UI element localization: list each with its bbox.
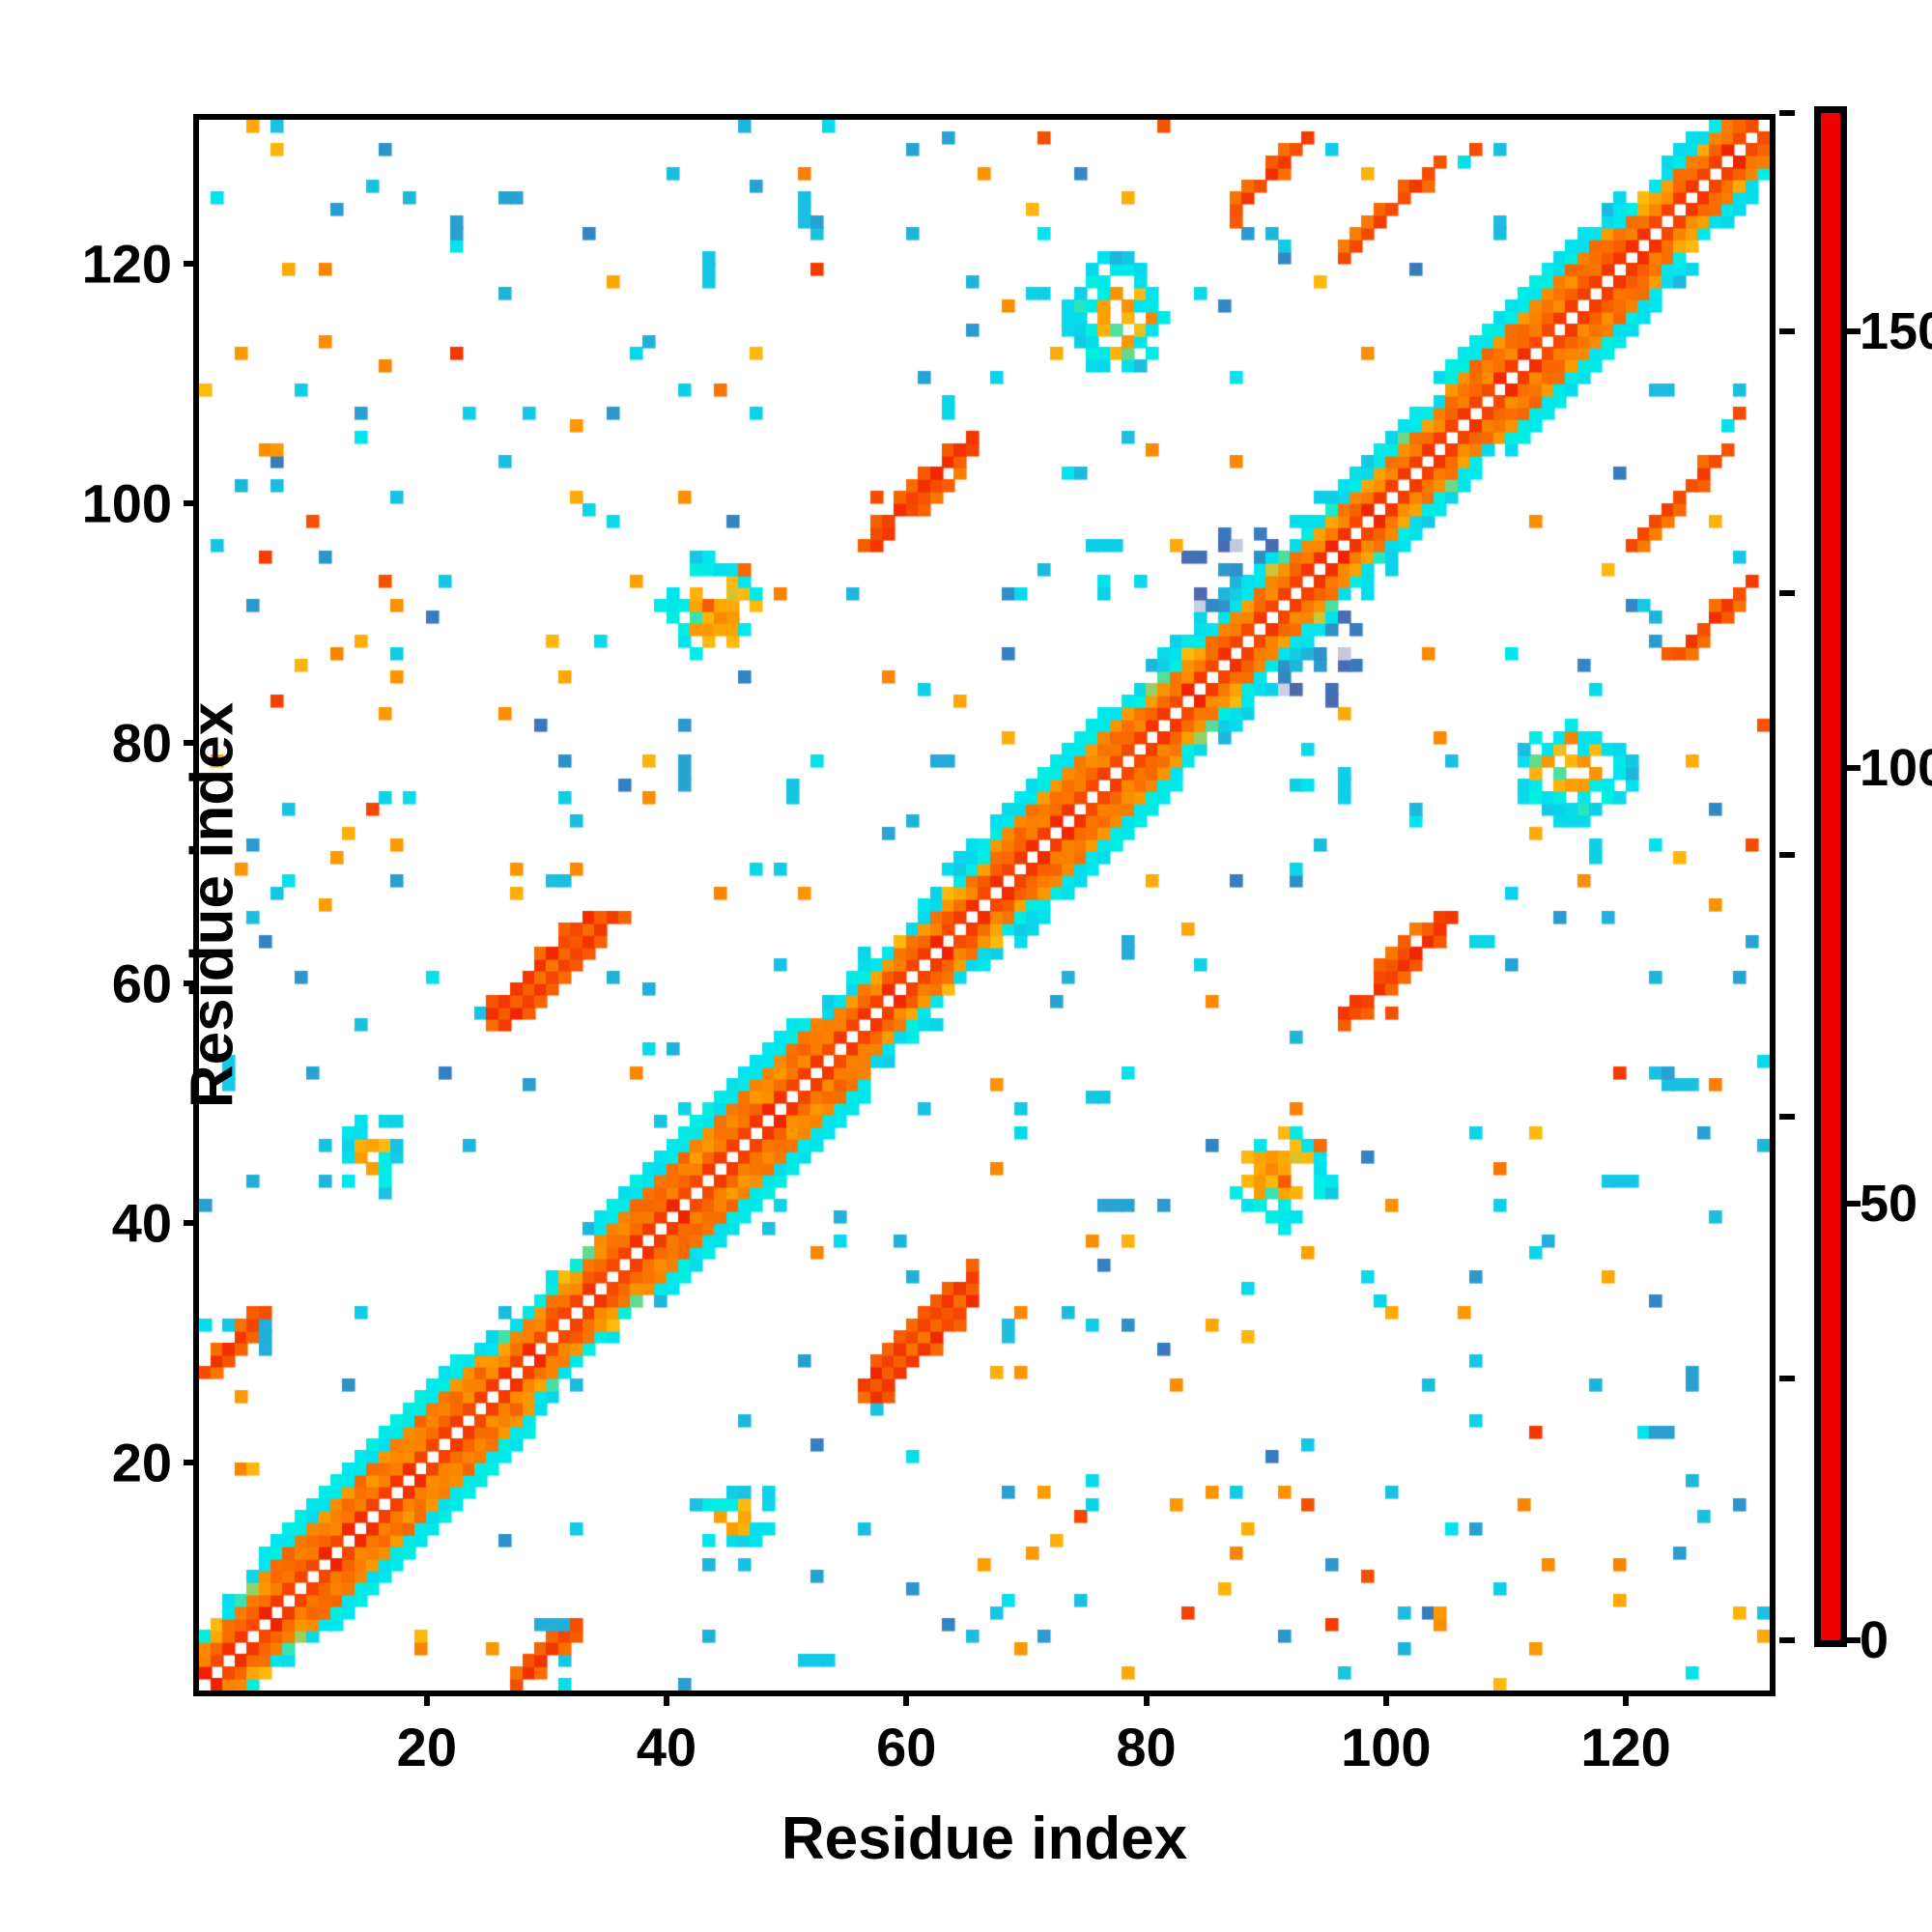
plot-right-minor-tick <box>1779 851 1795 858</box>
plot-right-minor-tick <box>1779 1637 1795 1643</box>
colorbar-tick-mark <box>1847 1201 1861 1208</box>
colorbar-tick-label: 100 <box>1860 738 1932 797</box>
colorbar-tick-label: 0 <box>1860 1611 1889 1669</box>
colorbar-tick-mark <box>1847 1637 1861 1643</box>
plot-right-minor-tick <box>1779 1375 1795 1381</box>
x-tick-mark <box>664 1690 670 1706</box>
colorbar-tick-label: 50 <box>1860 1175 1918 1234</box>
x-axis-label: Residue index <box>781 1805 1188 1872</box>
x-tick-label: 120 <box>1580 1717 1671 1777</box>
y-tick-mark <box>184 980 199 986</box>
x-tick-mark <box>1382 1690 1389 1706</box>
y-tick-mark <box>184 260 199 267</box>
x-tick-label: 60 <box>876 1717 937 1777</box>
y-axis-label: Residue index <box>179 701 246 1109</box>
y-tick-label: 40 <box>111 1192 172 1254</box>
x-tick-mark <box>423 1690 430 1706</box>
plot-right-minor-tick <box>1779 110 1795 116</box>
x-tick-mark <box>1623 1690 1630 1706</box>
contact-map-canvas <box>199 120 1770 1690</box>
colorbar-tick-mark <box>1847 764 1861 771</box>
x-tick-label: 20 <box>396 1717 457 1777</box>
x-tick-mark <box>903 1690 910 1706</box>
y-tick-label: 20 <box>111 1432 172 1493</box>
colorbar <box>1814 106 1847 1647</box>
plot-right-minor-tick <box>1779 589 1795 596</box>
x-tick-label: 40 <box>636 1717 697 1777</box>
heatmap-plot-area <box>193 114 1776 1696</box>
y-tick-label: 60 <box>111 952 172 1014</box>
y-tick-label: 80 <box>111 712 172 774</box>
y-tick-mark <box>184 500 199 507</box>
colorbar-tick-label: 150 <box>1860 301 1932 360</box>
x-tick-label: 100 <box>1341 1717 1432 1777</box>
y-tick-label: 100 <box>81 472 172 534</box>
y-tick-mark <box>184 1219 199 1226</box>
x-tick-mark <box>1143 1690 1150 1706</box>
plot-right-minor-tick <box>1779 1113 1795 1120</box>
colorbar-gradient <box>1821 113 1840 1640</box>
colorbar-tick-mark <box>1847 327 1861 334</box>
x-tick-label: 80 <box>1116 1717 1177 1777</box>
y-tick-mark <box>184 1460 199 1466</box>
y-tick-mark <box>184 740 199 747</box>
y-tick-label: 120 <box>81 233 172 295</box>
plot-right-minor-tick <box>1779 327 1795 334</box>
